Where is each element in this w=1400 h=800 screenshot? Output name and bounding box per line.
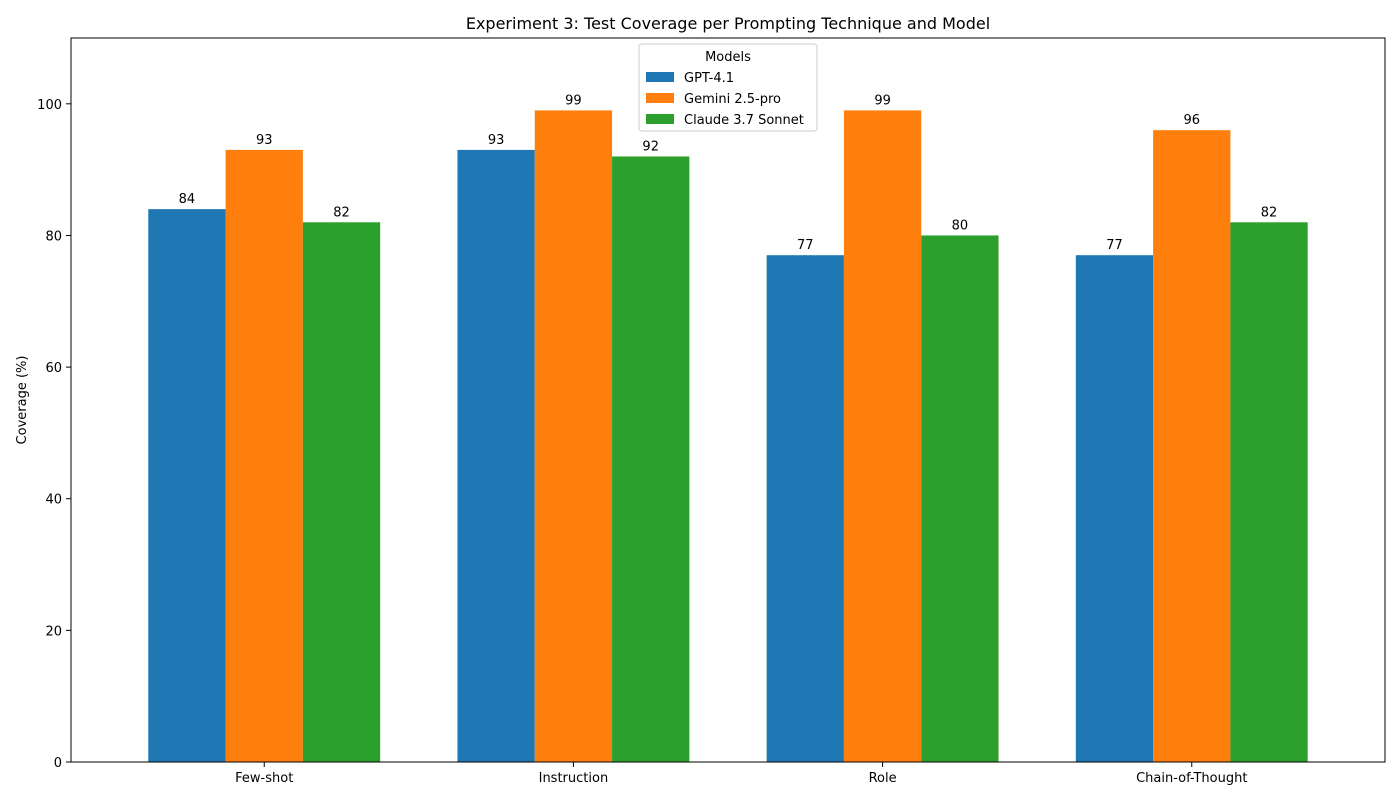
bar-value-label: 99 [565,93,582,108]
bar-value-label: 80 [952,218,969,233]
legend-title: Models [705,50,751,65]
bar-value-label: 82 [1261,205,1278,220]
bar-gpt-4-1-instruction [457,149,535,762]
bar-claude-3-7-sonnet-chain-of-thought [1230,222,1308,763]
x-tick-label: Few-shot [235,771,293,786]
bar-value-label: 77 [797,238,814,253]
y-axis-ticks: 0 20 40 60 80 100 [37,98,71,771]
legend: Models GPT-4.1 Gemini 2.5-pro Claude 3.7 S… [638,43,818,132]
legend-entry: Gemini 2.5-pro [684,92,781,107]
bar-gpt-4-1-role [766,255,844,762]
bar-value-label: 84 [179,192,196,207]
legend-swatch [646,72,674,82]
plot-frame [70,37,1386,763]
chart-title: Experiment 3: Test Coverage per Promptin… [466,14,990,33]
y-tick-label: 100 [37,98,62,113]
bar-claude-3-7-sonnet-role [921,235,999,762]
bar-labels-layer: 84 93 77 77 93 99 99 96 82 92 80 82 [179,93,1278,253]
legend-swatch [646,114,674,124]
x-tick-label: Role [869,771,897,786]
bar-gemini-2-5-pro-chain-of-thought [1153,130,1231,762]
y-tick-label: 40 [45,493,62,508]
y-tick-label: 20 [45,624,62,639]
bar-claude-3-7-sonnet-instruction [612,156,690,763]
bar-gpt-4-1-chain-of-thought [1075,255,1154,762]
bar-gpt-4-1-few-shot [148,209,226,762]
bar-claude-3-7-sonnet-few-shot [302,222,381,763]
bar-value-label: 96 [1183,113,1200,128]
x-tick-label: Chain-of-Thought [1136,771,1247,786]
x-axis-ticks: Few-shot Instruction Role Chain-of-Thought [235,762,1247,786]
bar-value-label: 99 [874,93,891,108]
bar-value-label: 93 [256,133,273,148]
bar-value-label: 77 [1106,238,1123,253]
bar-value-label: 82 [333,205,350,220]
bar-value-label: 92 [642,139,659,154]
legend-entry: Claude 3.7 Sonnet [684,113,804,128]
y-tick-label: 60 [45,361,62,376]
bar-gemini-2-5-pro-role [843,110,922,762]
bar-gemini-2-5-pro-instruction [534,110,613,762]
legend-entry: GPT-4.1 [684,71,734,86]
bar-value-label: 93 [488,133,505,148]
legend-box [638,43,818,132]
y-tick-label: 80 [45,229,62,244]
bar-gemini-2-5-pro-few-shot [225,149,303,762]
y-axis-label: Coverage (%) [15,356,30,445]
y-tick-label: 0 [54,756,62,771]
bars-layer [148,110,1308,763]
legend-swatch [646,93,674,103]
x-tick-label: Instruction [539,771,609,786]
